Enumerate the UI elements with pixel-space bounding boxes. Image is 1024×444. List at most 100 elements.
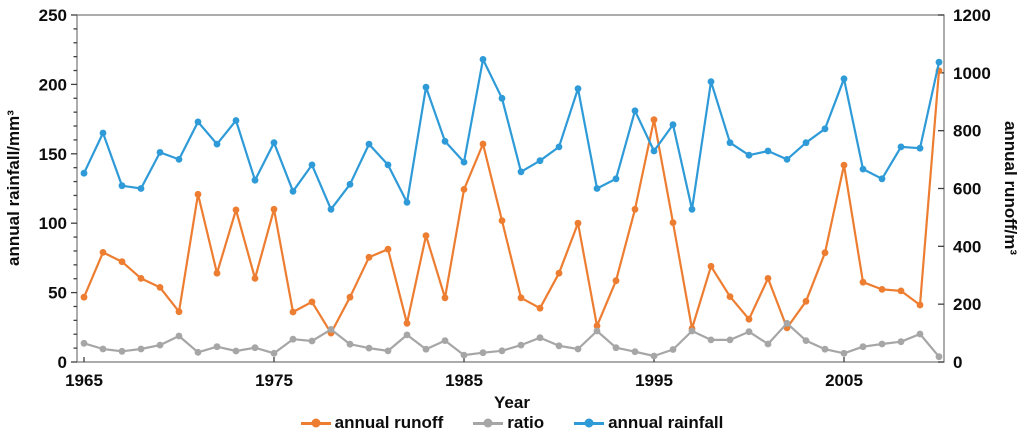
data-point-ratio bbox=[859, 343, 867, 351]
data-point-ratio bbox=[802, 337, 810, 344]
data-point-ratio bbox=[251, 344, 259, 352]
data-point-annual-rainfall bbox=[270, 139, 278, 147]
data-point-annual-runoff bbox=[764, 275, 772, 282]
data-point-ratio bbox=[441, 337, 449, 344]
data-point-annual-rainfall bbox=[422, 83, 430, 91]
data-point-annual-runoff bbox=[175, 308, 183, 316]
data-point-annual-rainfall bbox=[669, 121, 677, 129]
data-point-annual-runoff bbox=[289, 308, 297, 316]
data-point-annual-runoff bbox=[536, 304, 544, 312]
data-point-ratio bbox=[536, 334, 544, 342]
x-tick-label: 2005 bbox=[825, 371, 863, 390]
data-point-annual-rainfall bbox=[460, 158, 468, 166]
data-point-ratio bbox=[631, 348, 639, 356]
x-tick-label: 1995 bbox=[635, 371, 673, 390]
data-point-annual-rainfall bbox=[479, 56, 487, 63]
data-point-annual-rainfall bbox=[878, 175, 886, 183]
legend: annual runoff ratio annual rainfall bbox=[0, 413, 1024, 433]
data-point-annual-runoff bbox=[859, 278, 867, 286]
data-point-annual-rainfall bbox=[289, 187, 297, 195]
data-point-annual-runoff bbox=[555, 269, 563, 277]
data-point-annual-rainfall bbox=[80, 169, 88, 177]
data-point-annual-rainfall bbox=[916, 144, 924, 152]
data-point-annual-rainfall bbox=[156, 149, 164, 156]
data-point-ratio bbox=[156, 341, 164, 349]
data-point-ratio bbox=[270, 349, 278, 357]
left-tick-label: 150 bbox=[39, 145, 67, 164]
data-point-annual-runoff bbox=[726, 293, 734, 300]
data-point-annual-rainfall bbox=[536, 157, 544, 165]
left-tick-label: 0 bbox=[58, 353, 67, 372]
data-point-ratio bbox=[175, 332, 183, 340]
data-point-ratio bbox=[289, 335, 297, 343]
data-point-annual-runoff bbox=[916, 301, 924, 309]
data-point-annual-runoff bbox=[574, 219, 582, 227]
data-point-ratio bbox=[118, 347, 126, 355]
data-point-annual-runoff bbox=[593, 322, 601, 330]
data-point-annual-rainfall bbox=[403, 199, 411, 206]
data-point-annual-runoff bbox=[479, 140, 487, 148]
data-point-ratio bbox=[327, 326, 335, 333]
data-point-ratio bbox=[479, 349, 487, 357]
data-point-annual-rainfall bbox=[935, 58, 943, 66]
data-point-annual-rainfall bbox=[783, 156, 791, 163]
data-point-annual-runoff bbox=[650, 116, 658, 124]
data-point-annual-rainfall bbox=[175, 156, 183, 163]
data-point-ratio bbox=[650, 352, 658, 360]
data-point-annual-rainfall bbox=[745, 151, 753, 159]
data-point-ratio bbox=[308, 337, 316, 345]
data-point-annual-rainfall bbox=[346, 180, 354, 188]
data-point-annual-rainfall bbox=[308, 161, 316, 169]
data-point-annual-runoff bbox=[422, 232, 430, 240]
right-tick-label: 0 bbox=[953, 353, 962, 372]
data-point-annual-rainfall bbox=[194, 118, 202, 126]
plot-border bbox=[76, 14, 945, 363]
data-point-annual-rainfall bbox=[232, 117, 240, 124]
right-tick-label: 600 bbox=[953, 180, 981, 199]
data-point-annual-rainfall bbox=[840, 75, 848, 83]
data-point-annual-runoff bbox=[346, 293, 354, 301]
data-point-annual-rainfall bbox=[821, 125, 829, 133]
data-point-ratio bbox=[365, 344, 373, 352]
data-point-annual-runoff bbox=[517, 294, 525, 302]
data-point-annual-runoff bbox=[270, 205, 278, 213]
data-point-annual-runoff bbox=[213, 269, 221, 277]
data-point-annual-rainfall bbox=[441, 137, 449, 145]
data-point-annual-runoff bbox=[118, 258, 126, 266]
left-tick-label: 250 bbox=[39, 6, 67, 25]
legend-marker-line-dot-icon bbox=[574, 418, 605, 428]
data-point-ratio bbox=[707, 336, 715, 344]
data-point-ratio bbox=[669, 346, 677, 353]
right-tick-label: 1000 bbox=[953, 64, 991, 83]
data-point-annual-rainfall bbox=[251, 176, 259, 184]
data-point-annual-runoff bbox=[441, 294, 449, 302]
data-point-annual-runoff bbox=[840, 161, 848, 169]
data-point-annual-rainfall bbox=[99, 129, 107, 137]
x-tick-label: 1975 bbox=[255, 371, 293, 390]
data-point-ratio bbox=[612, 344, 620, 352]
series-line-annual-runoff bbox=[82, 70, 941, 335]
legend-item-annual-runoff: annual runoff bbox=[300, 413, 443, 433]
data-point-ratio bbox=[897, 338, 905, 346]
data-point-ratio bbox=[745, 328, 753, 336]
data-point-ratio bbox=[555, 342, 563, 350]
data-point-annual-runoff bbox=[308, 298, 316, 306]
legend-item-annual-rainfall: annual rainfall bbox=[574, 413, 723, 433]
data-point-ratio bbox=[460, 351, 468, 359]
data-point-annual-rainfall bbox=[859, 165, 867, 173]
data-point-ratio bbox=[935, 353, 943, 361]
data-point-annual-runoff bbox=[251, 275, 259, 282]
data-point-annual-rainfall bbox=[118, 182, 126, 190]
data-point-annual-rainfall bbox=[517, 168, 525, 176]
data-point-annual-runoff bbox=[232, 206, 240, 214]
series-line-annual-rainfall bbox=[83, 58, 941, 211]
legend-item-ratio: ratio bbox=[473, 413, 544, 433]
left-axis-title: annual rainfall/mm³ bbox=[4, 110, 23, 266]
left-tick-label: 200 bbox=[39, 75, 67, 94]
data-point-ratio bbox=[498, 347, 506, 355]
data-point-ratio bbox=[80, 339, 88, 347]
data-point-ratio bbox=[213, 343, 221, 351]
right-tick-label: 400 bbox=[953, 237, 981, 256]
